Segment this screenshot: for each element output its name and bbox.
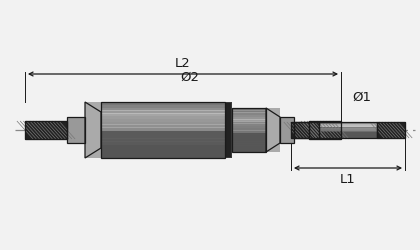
Bar — [280, 117, 294, 143]
Bar — [319, 132, 377, 133]
Bar — [319, 126, 377, 127]
Bar — [319, 125, 377, 126]
Bar — [232, 136, 266, 139]
Bar — [232, 126, 266, 128]
Bar — [101, 155, 225, 158]
Bar — [101, 138, 225, 142]
Bar — [101, 130, 225, 133]
Bar — [319, 135, 377, 136]
Bar — [232, 139, 266, 141]
Bar — [101, 122, 225, 125]
Polygon shape — [85, 102, 101, 158]
Bar — [101, 102, 225, 105]
Text: L1: L1 — [340, 173, 356, 186]
Bar — [319, 127, 377, 128]
Bar — [85, 102, 101, 158]
Bar — [225, 102, 232, 158]
Bar — [101, 133, 225, 136]
Bar — [319, 129, 377, 130]
Text: Ø1: Ø1 — [352, 91, 371, 104]
Bar — [232, 130, 266, 133]
Polygon shape — [266, 108, 280, 152]
Bar — [294, 122, 309, 138]
Bar — [25, 121, 67, 139]
Bar — [101, 105, 225, 108]
Bar — [309, 121, 341, 139]
Bar — [232, 119, 266, 122]
Bar — [67, 117, 85, 143]
Bar — [101, 152, 225, 156]
Bar — [319, 137, 377, 138]
Bar — [232, 141, 266, 144]
Bar — [226, 103, 231, 157]
Bar — [101, 150, 225, 153]
Bar — [266, 108, 280, 152]
Bar — [319, 124, 377, 126]
Bar — [232, 121, 266, 124]
Bar — [232, 108, 266, 111]
Bar — [67, 117, 85, 143]
Bar — [319, 122, 377, 138]
Bar — [232, 143, 266, 146]
Bar — [377, 122, 405, 138]
Bar — [319, 122, 377, 138]
Bar — [232, 132, 266, 135]
Bar — [101, 141, 225, 144]
Bar — [319, 122, 377, 123]
Bar — [101, 144, 225, 147]
Bar — [232, 112, 266, 115]
Bar — [319, 130, 377, 131]
Bar — [319, 131, 377, 132]
Bar — [291, 122, 319, 138]
Bar — [377, 122, 405, 138]
Bar — [101, 147, 225, 150]
Bar — [232, 124, 266, 126]
Bar — [101, 116, 225, 119]
Bar — [232, 114, 266, 117]
Bar — [101, 102, 225, 158]
Bar — [101, 124, 225, 128]
Text: Ø2: Ø2 — [180, 71, 199, 84]
Bar — [101, 108, 225, 111]
Bar — [101, 119, 225, 122]
Bar — [280, 117, 294, 143]
Bar — [319, 128, 377, 129]
Bar — [101, 136, 225, 139]
Bar — [232, 108, 266, 152]
Bar — [232, 108, 266, 152]
Bar — [232, 128, 266, 130]
Bar — [319, 132, 377, 134]
Text: L2: L2 — [175, 57, 191, 70]
Bar — [232, 150, 266, 152]
Bar — [101, 102, 225, 158]
Bar — [319, 123, 377, 124]
Bar — [232, 146, 266, 148]
Bar — [319, 133, 377, 134]
Bar — [309, 121, 341, 139]
Bar — [294, 122, 309, 138]
Bar — [319, 128, 377, 130]
Bar — [319, 136, 377, 138]
Bar — [101, 113, 225, 116]
Bar — [25, 121, 67, 139]
Bar — [291, 122, 319, 138]
Bar — [232, 148, 266, 150]
Bar — [319, 124, 377, 125]
Bar — [232, 117, 266, 119]
Bar — [232, 110, 266, 113]
Bar — [101, 127, 225, 130]
Bar — [101, 110, 225, 114]
Bar — [319, 136, 377, 137]
Bar — [232, 134, 266, 137]
Bar — [319, 134, 377, 135]
